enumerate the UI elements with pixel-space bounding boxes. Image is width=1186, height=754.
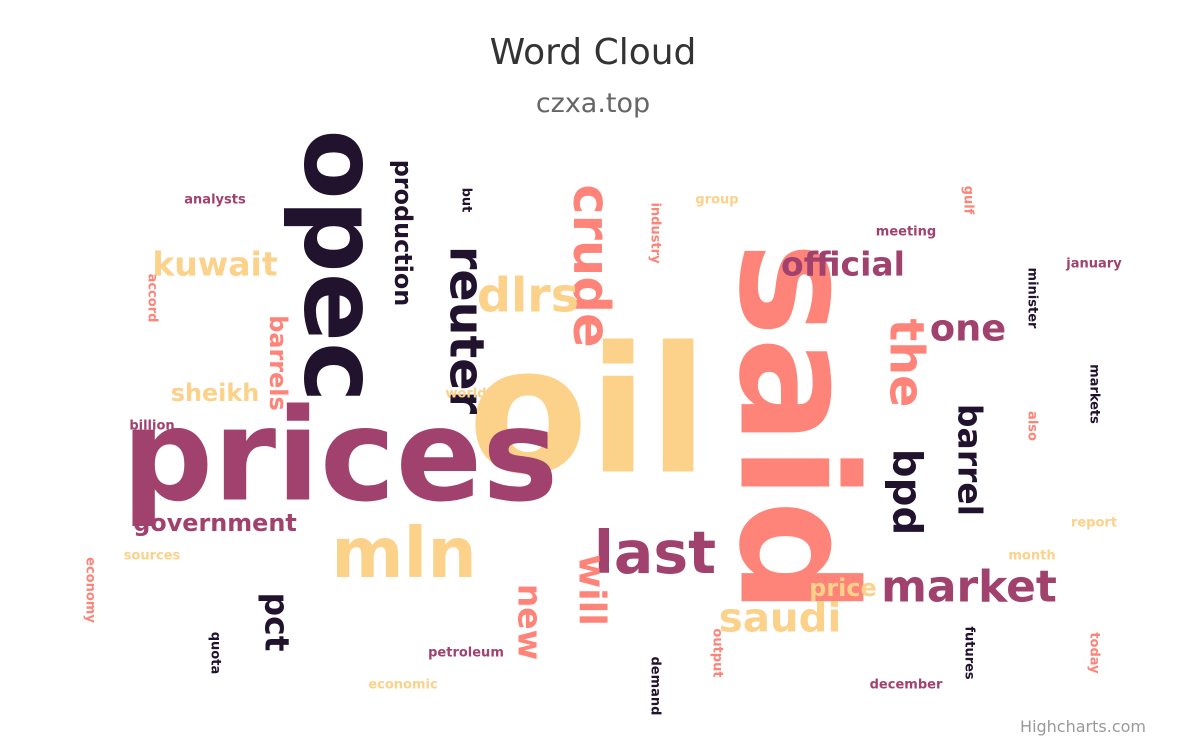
word-barrel[interactable]: barrel	[951, 404, 990, 516]
word-opec[interactable]: opec	[281, 129, 400, 402]
word-saudi[interactable]: saudi	[719, 595, 842, 642]
word-last[interactable]: last	[594, 519, 716, 587]
word-oil[interactable]: oil	[468, 311, 708, 514]
word-industry[interactable]: industry	[648, 202, 663, 264]
chart-title: Word Cloud	[490, 32, 697, 73]
word-will[interactable]: will	[571, 554, 614, 626]
word-said[interactable]: said	[704, 241, 891, 614]
word-mln[interactable]: mln	[331, 514, 477, 594]
word-january[interactable]: january	[1065, 257, 1122, 272]
word-one[interactable]: one	[930, 307, 1006, 350]
word-quota[interactable]: quota	[208, 632, 223, 674]
word-month[interactable]: month	[1008, 549, 1055, 564]
word-futures[interactable]: futures	[962, 626, 977, 680]
word-market[interactable]: market	[881, 562, 1057, 613]
word-crude[interactable]: crude	[561, 184, 621, 347]
word-prices[interactable]: prices	[122, 382, 558, 531]
word-markets[interactable]: markets	[1087, 364, 1102, 424]
word-but[interactable]: but	[459, 188, 474, 213]
word-petroleum[interactable]: petroleum	[428, 646, 504, 661]
word-sources[interactable]: sources	[124, 549, 181, 564]
word-economy[interactable]: economy	[83, 557, 98, 623]
word-accord[interactable]: accord	[145, 274, 160, 323]
word-government[interactable]: government	[133, 509, 297, 537]
word-report[interactable]: report	[1071, 516, 1117, 531]
word-meeting[interactable]: meeting	[876, 225, 936, 240]
word-group[interactable]: group	[695, 193, 738, 208]
word-barrels[interactable]: barrels	[264, 315, 292, 410]
word-pct[interactable]: pct	[258, 593, 297, 652]
chart-subtitle: czxa.top	[536, 88, 650, 119]
word-bpd[interactable]: bpd	[884, 449, 931, 536]
word-production[interactable]: production	[389, 160, 417, 307]
word-kuwait[interactable]: kuwait	[152, 245, 278, 284]
word-analysts[interactable]: analysts	[184, 193, 246, 208]
word-demand[interactable]: demand	[648, 656, 663, 715]
word-world[interactable]: world	[445, 387, 486, 402]
word-billion[interactable]: billion	[129, 419, 174, 434]
word-reuter[interactable]: reuter	[439, 246, 494, 415]
word-dlrs[interactable]: dlrs	[477, 269, 579, 324]
word-new[interactable]: new	[511, 584, 550, 660]
word-price[interactable]: price	[809, 574, 876, 602]
word-also[interactable]: also	[1025, 411, 1040, 441]
word-december[interactable]: december	[870, 678, 943, 693]
word-gulf[interactable]: gulf	[961, 186, 976, 215]
word-sheikh[interactable]: sheikh	[171, 379, 260, 407]
word-minister[interactable]: minister	[1025, 268, 1040, 329]
word-today[interactable]: today	[1087, 632, 1102, 674]
word-the[interactable]: the	[879, 319, 934, 408]
word-official[interactable]: official	[781, 245, 905, 284]
word-economic[interactable]: economic	[368, 678, 437, 693]
word-output[interactable]: output	[710, 628, 725, 677]
credits-link[interactable]: Highcharts.com	[1020, 717, 1146, 736]
